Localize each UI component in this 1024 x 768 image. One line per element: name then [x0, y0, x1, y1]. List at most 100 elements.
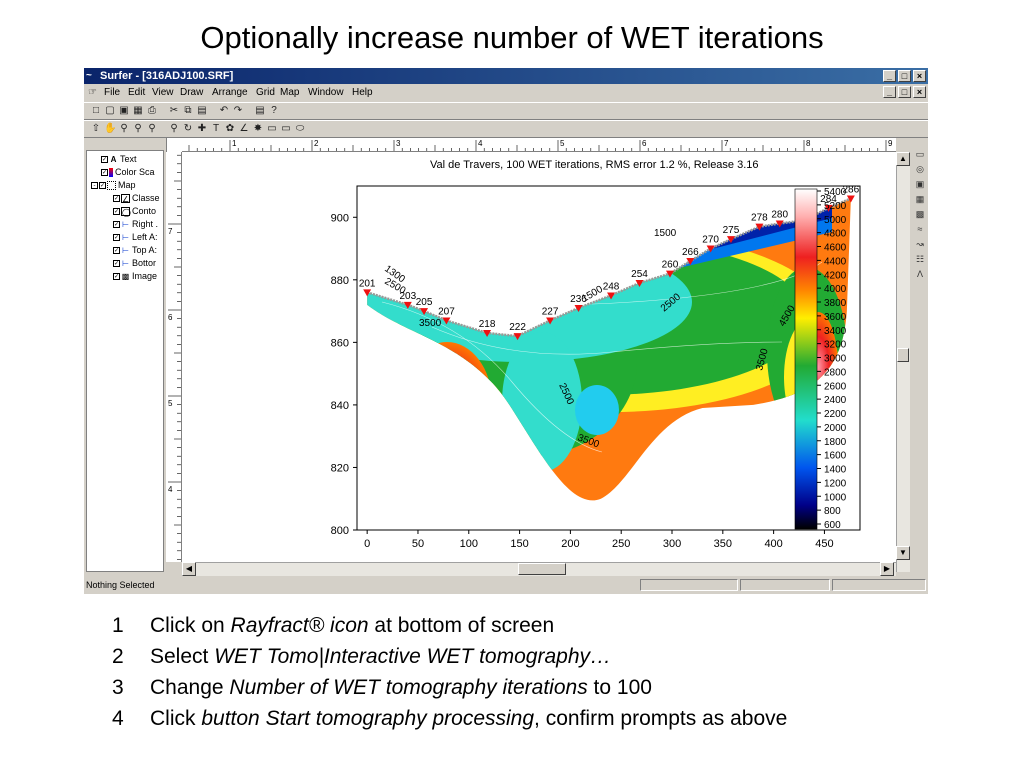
zoom-rect-icon[interactable]: ⚲	[120, 123, 128, 134]
shot-point-marker	[686, 258, 695, 266]
copy-icon[interactable]: ⧉	[184, 105, 192, 116]
tree-item-contours[interactable]: ✓ ◯Conto	[113, 206, 157, 218]
ruler-label: 4	[168, 485, 173, 494]
checkbox-icon[interactable]: ✓	[113, 260, 120, 268]
checkbox-icon[interactable]: ✓	[99, 182, 106, 190]
tree-item-color-scale[interactable]: ✓ Color Sca	[101, 167, 155, 178]
menu-view[interactable]: View	[152, 87, 174, 98]
shot-point-label: 248	[603, 281, 620, 292]
rounded-rect-tool-icon[interactable]: ▭	[281, 123, 291, 134]
menu-grid[interactable]: Grid	[256, 87, 275, 98]
horizontal-scrollbar[interactable]: ◀ ▶	[182, 562, 896, 576]
checkbox-icon[interactable]: ✓	[101, 156, 108, 164]
redraw-icon[interactable]: ↻	[183, 123, 193, 134]
color-scale-label: 4800	[824, 229, 847, 240]
undo-icon[interactable]: ↶	[219, 105, 229, 116]
horizontal-scroll-thumb[interactable]	[518, 563, 566, 575]
vertical-scroll-thumb[interactable]	[897, 348, 909, 362]
symbol-tool-icon[interactable]: ✸	[253, 123, 263, 134]
window-titlebar[interactable]: ~ Surfer - [316ADJ100.SRF] _ □ ×	[84, 68, 928, 84]
status-pane	[740, 579, 830, 591]
tree-item-classed-post[interactable]: ✓ ∠ Classe	[113, 193, 160, 205]
scroll-down-arrow-icon[interactable]: ▼	[896, 546, 910, 560]
ellipse-tool-icon[interactable]: ⬭	[295, 123, 305, 134]
checkbox-icon[interactable]: ✓	[113, 221, 120, 229]
doc-restore-button[interactable]: □	[898, 86, 911, 98]
redo-icon[interactable]: ↷	[233, 105, 243, 116]
surface-map-icon[interactable]: Λ	[916, 269, 923, 279]
collapse-icon[interactable]: -	[91, 182, 98, 190]
tree-item-left-axis[interactable]: ✓ ⊢ Left A:	[113, 232, 158, 243]
zoom-page-icon[interactable]: ⚲	[170, 123, 178, 134]
print-icon[interactable]: ⎙	[148, 105, 156, 116]
shot-point-marker	[403, 301, 412, 309]
maximize-button[interactable]: □	[898, 70, 911, 82]
grid-icon[interactable]: ▦	[133, 105, 143, 116]
menu-draw[interactable]: Draw	[180, 87, 204, 98]
chart-title: Val de Travers, 100 WET iterations, RMS …	[430, 159, 759, 171]
color-scale-label: 1800	[824, 437, 847, 448]
scroll-up-arrow-icon[interactable]: ▲	[896, 152, 910, 166]
post-map-icon[interactable]: ▦	[915, 194, 925, 204]
tree-item-map[interactable]: - ✓ Map	[91, 179, 136, 192]
tree-item-top-axis[interactable]: ✓ ⊢ Top A:	[113, 245, 158, 256]
checkbox-icon[interactable]: ✓	[113, 247, 120, 255]
color-scale-label: 3600	[824, 312, 847, 323]
menu-help[interactable]: Help	[352, 87, 373, 98]
close-button[interactable]: ×	[913, 70, 926, 82]
tree-item-text[interactable]: ✓ A Text	[101, 154, 137, 165]
text-tool-icon[interactable]: T	[212, 123, 220, 134]
color-scale-label: 2200	[824, 409, 847, 420]
zoom-out-icon[interactable]: ⚲	[148, 123, 156, 134]
polyline-tool-icon[interactable]: ∠	[239, 123, 249, 134]
minimize-button[interactable]: _	[883, 70, 896, 82]
contour-map-icon[interactable]: ◎	[916, 164, 924, 174]
checkbox-icon[interactable]: ✓	[101, 169, 108, 177]
select-icon[interactable]: ⇧	[91, 123, 101, 134]
menu-window[interactable]: Window	[308, 87, 344, 98]
map-tool-icon[interactable]: ▭	[915, 149, 925, 159]
vector-map-icon[interactable]: ↝	[916, 239, 924, 249]
open-icon[interactable]: ▢	[105, 105, 115, 116]
digitize-icon[interactable]: ✚	[197, 123, 207, 134]
polygon-tool-icon[interactable]: ✿	[225, 123, 235, 134]
doc-minimize-button[interactable]: _	[883, 86, 896, 98]
rectangle-tool-icon[interactable]: ▭	[267, 123, 277, 134]
image-map-icon[interactable]: ▩	[915, 209, 925, 219]
checkbox-icon[interactable]: ✓	[113, 234, 120, 242]
help-pointer-icon[interactable]: ?	[271, 105, 277, 116]
menu-file-icon[interactable]: ☞	[88, 87, 97, 98]
menu-edit[interactable]: Edit	[128, 87, 146, 98]
wireframe-icon[interactable]: ☷	[915, 254, 925, 264]
plot-canvas[interactable]: Val de Travers, 100 WET iterations, RMS …	[182, 152, 896, 562]
cut-icon[interactable]: ✂	[169, 105, 179, 116]
x-tick-label: 200	[561, 538, 579, 550]
checkbox-icon[interactable]: ✓	[113, 273, 120, 281]
vertical-scrollbar[interactable]: ▲ ▼	[896, 152, 910, 572]
checkbox-icon[interactable]: ✓	[113, 208, 120, 216]
shot-point-marker	[607, 292, 616, 300]
shot-point-label: 286	[843, 185, 860, 196]
color-scale-bar	[794, 188, 818, 530]
tree-item-image[interactable]: ✓ ▩ Image	[113, 271, 158, 282]
zoom-in-icon[interactable]: ⚲	[134, 123, 142, 134]
tree-item-bottom-axis[interactable]: ✓ ⊢ Bottor	[113, 258, 157, 269]
shaded-relief-icon[interactable]: ≈	[917, 224, 923, 234]
menu-file[interactable]: File	[104, 87, 121, 98]
doc-close-button[interactable]: ×	[913, 86, 926, 98]
tree-item-right-axis[interactable]: ✓ ⊢ Right .	[113, 219, 159, 230]
menu-arrange[interactable]: Arrange	[212, 87, 248, 98]
menu-map[interactable]: Map	[280, 87, 300, 98]
color-scale-label: 5200	[824, 201, 847, 212]
object-manager-icon[interactable]: ▤	[255, 105, 265, 116]
scroll-right-arrow-icon[interactable]: ▶	[880, 562, 894, 576]
new-icon[interactable]: □	[92, 105, 100, 116]
checkbox-icon[interactable]: ✓	[113, 195, 120, 203]
shot-point-marker	[513, 333, 522, 341]
base-map-icon[interactable]: ▣	[915, 179, 925, 189]
scroll-left-arrow-icon[interactable]: ◀	[182, 562, 196, 576]
pan-icon[interactable]: ✋	[104, 123, 117, 134]
paste-icon[interactable]: ▤	[197, 105, 207, 116]
ruler-label: 2	[314, 139, 319, 148]
save-icon[interactable]: ▣	[119, 105, 129, 116]
